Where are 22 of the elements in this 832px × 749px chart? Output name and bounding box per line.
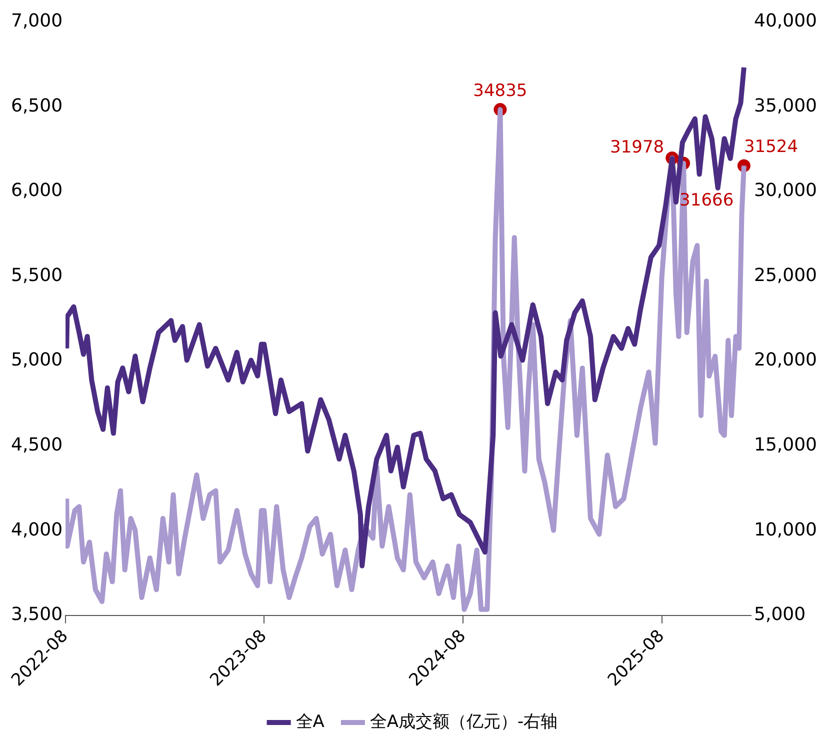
y-tick-label: 6,500 — [11, 95, 63, 116]
y-tick-label: 4,500 — [11, 434, 63, 456]
y-tick-label: 6,000 — [11, 180, 63, 202]
y2-tick-label: 30,000 — [754, 180, 817, 202]
y-tick-label: 3,500 — [11, 604, 63, 626]
y2-tick-label: 40,000 — [754, 10, 817, 32]
y2-tick-label: 5,000 — [754, 604, 806, 626]
y-tick-label: 5,000 — [11, 350, 63, 371]
y2-tick-label: 15,000 — [754, 434, 817, 456]
y2-tick-label: 35,000 — [754, 95, 817, 116]
y2-tick-label: 20,000 — [754, 350, 817, 371]
y-tick-label: 5,500 — [11, 264, 63, 286]
data-label: 31524 — [744, 137, 798, 158]
y-tick-label: 4,000 — [11, 519, 63, 540]
y2-tick-label: 25,000 — [754, 264, 817, 286]
data-label: 31978 — [610, 137, 664, 158]
y2-tick-label: 10,000 — [754, 519, 817, 540]
y-tick-label: 7,000 — [11, 10, 63, 32]
legend-label: 全A成交额（亿元）-右轴 — [370, 712, 558, 732]
legend-label: 全A — [296, 712, 325, 732]
data-label: 31666 — [680, 190, 734, 211]
data-label: 34835 — [473, 80, 528, 101]
